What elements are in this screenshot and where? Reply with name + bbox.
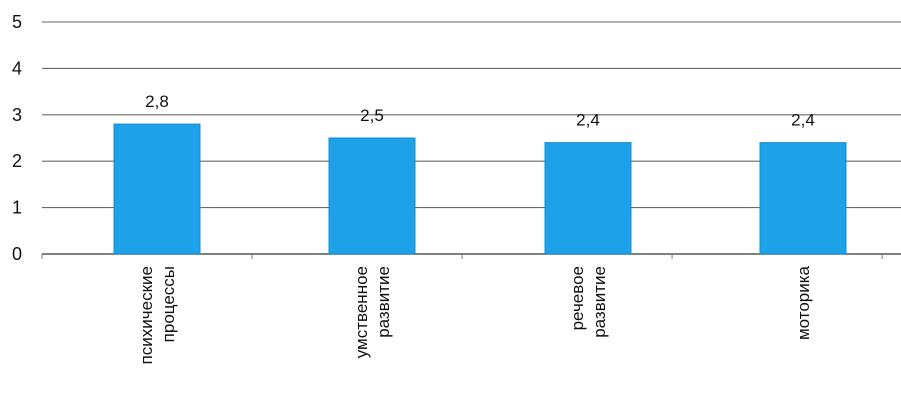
category-label-line: процессы xyxy=(159,266,178,342)
category-label: умственное развитие xyxy=(352,266,393,358)
y-axis-tick-labels: 0 1 2 3 4 5 xyxy=(12,12,22,264)
category-labels: психические процессы умственное развитие реч… xyxy=(137,265,813,364)
category-label-line: психические xyxy=(137,266,156,364)
bars xyxy=(113,123,847,255)
bar xyxy=(328,137,416,255)
data-label: 2,8 xyxy=(145,92,169,111)
y-tick-label: 3 xyxy=(12,105,22,125)
bar xyxy=(759,142,847,255)
category-label: моторика xyxy=(794,265,813,340)
data-label: 2,5 xyxy=(360,106,384,125)
bar xyxy=(113,123,201,255)
y-tick-label: 1 xyxy=(12,198,22,218)
y-tick-label: 2 xyxy=(12,151,22,171)
data-label: 2,4 xyxy=(576,111,600,130)
category-label: психические процессы xyxy=(137,266,178,364)
data-labels: 2,8 2,5 2,4 2,4 xyxy=(145,92,815,130)
category-label-line: развитие xyxy=(374,266,393,338)
y-tick-label: 0 xyxy=(12,244,22,264)
category-label-line: умственное xyxy=(352,266,371,358)
y-tick-label: 4 xyxy=(12,58,22,78)
category-label: речевое развитие xyxy=(568,266,609,338)
y-tick-label: 5 xyxy=(12,12,22,32)
bar xyxy=(544,142,632,255)
category-label-line: моторика xyxy=(794,265,813,340)
category-label-line: речевое xyxy=(568,266,587,330)
category-label-line: развитие xyxy=(590,266,609,338)
data-label: 2,4 xyxy=(791,111,815,130)
